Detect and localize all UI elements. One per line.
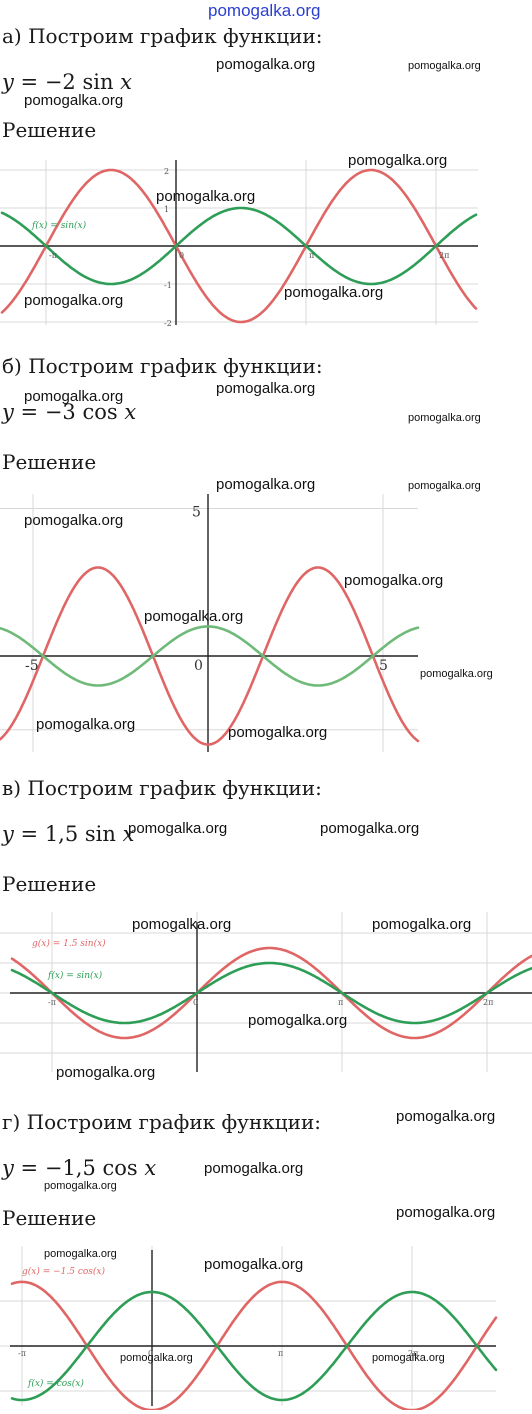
graph-part-a: f(x) = sin(x) -π 0 π 2π 2 1 -1 -2 bbox=[0, 160, 478, 328]
watermark: pomogalka.org bbox=[216, 56, 316, 73]
y-tick-label: 2 bbox=[164, 167, 169, 176]
curve-label-cos: f(x) = cos(x) bbox=[27, 1378, 84, 1389]
formula-part-d: y = −1,5 cos x bbox=[2, 1156, 156, 1180]
watermark: pomogalka.org bbox=[216, 476, 316, 493]
formula-part-b: y = −3 cos x bbox=[2, 400, 136, 424]
formula-arg: x bbox=[122, 822, 135, 846]
site-link[interactable]: pomogalka.org bbox=[208, 1, 321, 20]
x-tick-label: π bbox=[278, 1349, 283, 1358]
formula-part-a: y = −2 sin x bbox=[2, 70, 132, 94]
x-tick-label: -π bbox=[18, 1349, 26, 1358]
formula-body: = −2 sin bbox=[13, 70, 121, 94]
x-tick-label: 2π bbox=[408, 1349, 418, 1358]
watermark: pomogalka.org bbox=[408, 412, 481, 424]
graph-part-c: g(x) = 1.5 sin(x) f(x) = sin(x) -π 0 π 2π bbox=[0, 912, 532, 1072]
watermark: pomogalka.org bbox=[144, 608, 244, 625]
curve-sin bbox=[0, 206, 478, 286]
y-tick-label: -2 bbox=[164, 319, 172, 328]
curve-minus-1-5-cos bbox=[10, 1280, 498, 1410]
formula-lhs: y bbox=[2, 400, 14, 424]
formula-body: = −1,5 cos bbox=[13, 1156, 145, 1180]
watermark: pomogalka.org bbox=[248, 1012, 348, 1029]
watermark: pomogalka.org bbox=[24, 292, 124, 309]
curve-label-sin: f(x) = sin(x) bbox=[31, 220, 87, 231]
solution-label-a: Решение bbox=[2, 118, 97, 142]
watermark: pomogalka.org bbox=[372, 916, 472, 933]
watermark: pomogalka.org bbox=[44, 1248, 117, 1260]
curve-label-minus-1-5-cos: g(x) = −1.5 cos(x) bbox=[22, 1266, 106, 1277]
x-tick-label: 0 bbox=[193, 998, 198, 1007]
curve-cos bbox=[10, 1290, 498, 1402]
watermark: pomogalka.org bbox=[344, 572, 444, 589]
watermark: pomogalka.org bbox=[348, 152, 448, 169]
graph-part-d: g(x) = −1.5 cos(x) f(x) = cos(x) -π 0 π 2π bbox=[0, 1246, 498, 1410]
curve-label-sin: f(x) = sin(x) bbox=[47, 970, 103, 981]
curve-minus-3-cos bbox=[0, 566, 420, 746]
heading-part-c: в) Построим график функции: bbox=[2, 776, 322, 800]
x-tick-label: 0 bbox=[148, 1349, 153, 1358]
x-tick-label: -π bbox=[49, 251, 57, 260]
watermark: pomogalka.org bbox=[24, 512, 124, 529]
x-tick-label: 2π bbox=[439, 251, 449, 260]
x-tick-label: π bbox=[338, 998, 343, 1007]
x-tick-label: -5 bbox=[25, 658, 39, 674]
watermark: pomogalka.org bbox=[228, 724, 328, 741]
formula-arg: x bbox=[144, 1156, 157, 1180]
watermark: pomogalka.org bbox=[44, 1180, 117, 1192]
formula-body: = −3 cos bbox=[13, 400, 125, 424]
watermark: pomogalka.org bbox=[56, 1064, 156, 1081]
heading-part-b: б) Построим график функции: bbox=[2, 354, 323, 378]
curve-cos bbox=[0, 625, 420, 687]
watermark: pomogalka.org bbox=[420, 668, 493, 680]
watermark: pomogalka.org bbox=[284, 284, 384, 301]
watermark: pomogalka.org bbox=[204, 1256, 304, 1273]
x-tick-label: -π bbox=[48, 998, 56, 1007]
formula-lhs: y bbox=[2, 822, 14, 846]
x-tick-label: 5 bbox=[379, 658, 388, 674]
watermark: pomogalka.org bbox=[320, 820, 420, 837]
formula-arg: x bbox=[120, 70, 132, 94]
watermark: pomogalka.org bbox=[408, 480, 481, 492]
curve-1-5-sin bbox=[10, 946, 532, 1040]
heading-part-d: г) Построим график функции: bbox=[2, 1110, 322, 1134]
watermark: pomogalka.org bbox=[204, 1160, 304, 1177]
formula-arg: x bbox=[124, 400, 137, 424]
watermark: pomogalka.org bbox=[216, 380, 316, 397]
y-tick-label: -1 bbox=[164, 281, 172, 290]
watermark: pomogalka.org bbox=[24, 92, 124, 109]
formula-lhs: y bbox=[2, 70, 14, 94]
x-tick-label: 0 bbox=[194, 658, 203, 674]
watermark: pomogalka.org bbox=[408, 60, 481, 72]
watermark: pomogalka.org bbox=[372, 1352, 445, 1364]
watermark: pomogalka.org bbox=[128, 820, 228, 837]
watermark: pomogalka.org bbox=[132, 916, 232, 933]
x-tick-label: 0 bbox=[179, 251, 184, 260]
formula-lhs: y bbox=[2, 1156, 14, 1180]
watermark: pomogalka.org bbox=[24, 388, 124, 405]
curve-minus-2-sin bbox=[0, 168, 478, 324]
curve-sin bbox=[10, 961, 532, 1025]
graph-part-b: -5 0 5 5 bbox=[0, 494, 420, 752]
solution-label-d: Решение bbox=[2, 1206, 97, 1230]
formula-body: = 1,5 sin bbox=[13, 822, 123, 846]
solution-label-b: Решение bbox=[2, 450, 97, 474]
watermark: pomogalka.org bbox=[396, 1204, 496, 1221]
watermark: pomogalka.org bbox=[156, 188, 256, 205]
formula-part-c: y = 1,5 sin x bbox=[2, 822, 134, 846]
y-tick-label: 5 bbox=[192, 505, 201, 521]
y-tick-label: 1 bbox=[164, 205, 169, 214]
x-tick-label: π bbox=[309, 251, 314, 260]
watermark: pomogalka.org bbox=[120, 1352, 193, 1364]
heading-part-a: а) Построим график функции: bbox=[2, 24, 323, 48]
solution-label-c: Решение bbox=[2, 872, 97, 896]
watermark: pomogalka.org bbox=[396, 1108, 496, 1125]
x-tick-label: 2π bbox=[483, 998, 493, 1007]
curve-label-1-5-sin: g(x) = 1.5 sin(x) bbox=[32, 938, 106, 949]
watermark: pomogalka.org bbox=[36, 716, 136, 733]
